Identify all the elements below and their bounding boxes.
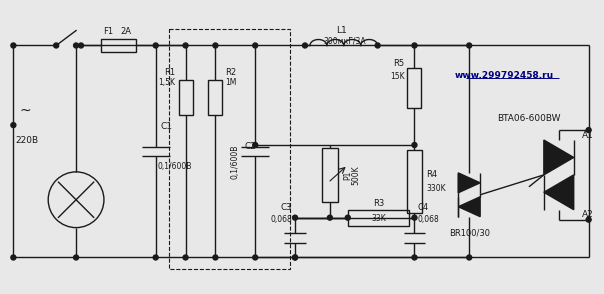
Circle shape [292,215,298,220]
Text: ~: ~ [19,103,31,117]
Text: 500K: 500K [352,165,361,185]
Circle shape [213,43,218,48]
Circle shape [292,255,298,260]
Text: R3: R3 [373,199,384,208]
Circle shape [375,43,380,48]
Bar [101,39,136,52]
Circle shape [252,143,258,148]
Bar [348,210,410,225]
Text: A2: A2 [582,210,593,219]
Bar [408,69,422,108]
Text: 1,5K: 1,5K [159,78,176,87]
Text: 300мкГ/3А: 300мкГ/3А [324,36,366,45]
Bar [322,148,338,202]
Circle shape [586,217,591,222]
Circle shape [467,255,472,260]
Circle shape [11,123,16,128]
Bar [169,29,290,269]
Text: R4: R4 [426,170,437,179]
Text: 220В: 220В [15,136,39,145]
Circle shape [252,255,258,260]
Text: www.299792458.ru: www.299792458.ru [454,71,554,80]
Text: R5: R5 [393,59,405,68]
Text: L1: L1 [336,26,347,35]
Polygon shape [458,197,480,217]
Circle shape [153,255,158,260]
Polygon shape [544,140,574,175]
Text: 0,068: 0,068 [271,215,292,224]
Circle shape [74,255,79,260]
Text: R1: R1 [164,68,176,77]
Circle shape [183,43,188,48]
Circle shape [213,255,218,260]
Bar [208,80,222,115]
Text: 33K: 33K [371,214,386,223]
Text: 330K: 330K [426,184,446,193]
Text: 2A: 2A [121,27,132,36]
Circle shape [327,215,332,220]
Text: F1: F1 [103,27,113,36]
Text: C1: C1 [161,122,173,131]
Circle shape [345,215,350,220]
Polygon shape [544,175,574,210]
Circle shape [303,43,307,48]
Text: BR100/30: BR100/30 [449,228,490,237]
Circle shape [183,255,188,260]
Circle shape [153,43,158,48]
Text: R2: R2 [225,68,237,77]
Bar [406,150,422,213]
Circle shape [252,43,258,48]
Circle shape [292,255,298,260]
Text: 1M: 1M [225,78,237,87]
Text: A1: A1 [582,131,594,140]
Circle shape [412,255,417,260]
Text: C4: C4 [417,203,429,212]
Circle shape [74,43,79,48]
Text: 15K: 15K [390,72,405,81]
Circle shape [11,255,16,260]
Polygon shape [458,173,480,193]
Circle shape [467,43,472,48]
Circle shape [79,43,83,48]
Circle shape [412,215,417,220]
Text: P1: P1 [343,170,352,180]
Circle shape [54,43,59,48]
Circle shape [412,43,417,48]
Circle shape [11,43,16,48]
Text: 0,1/600В: 0,1/600В [231,144,240,179]
Text: BTA06-600BW: BTA06-600BW [497,114,561,123]
Text: 0,068: 0,068 [417,215,439,224]
Circle shape [412,143,417,148]
Text: C3: C3 [281,203,292,212]
Circle shape [586,128,591,133]
Text: 0,1/600В: 0,1/600В [158,162,192,171]
Text: C2: C2 [244,142,256,151]
Bar [179,80,193,115]
